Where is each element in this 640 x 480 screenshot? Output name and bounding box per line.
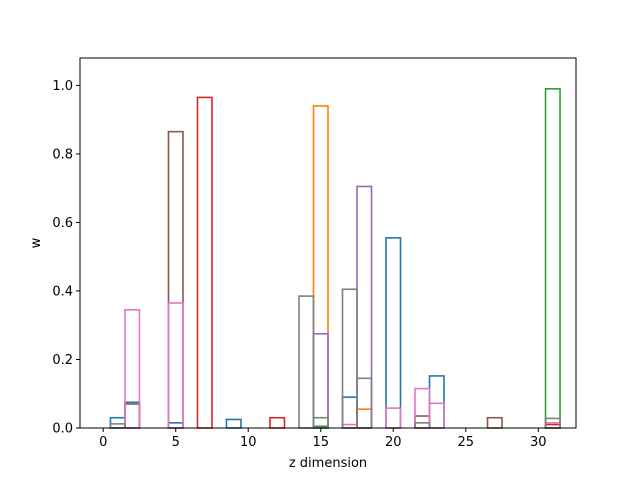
x-tick-label: 15: [312, 435, 329, 450]
y-tick-label: 0.4: [52, 284, 73, 299]
x-tick-label: 25: [458, 435, 475, 450]
x-tick-label: 20: [385, 435, 402, 450]
plot-frame: [79, 57, 577, 429]
x-tick-label: 0: [99, 435, 107, 450]
x-tick-label: 10: [240, 435, 257, 450]
y-axis-label: w: [29, 237, 44, 248]
x-tick-label: 30: [530, 435, 547, 450]
y-tick-label: 0.0: [52, 422, 73, 437]
bars-layer: [109, 88, 561, 429]
x-axis-ticks: 0 5 10 15 20 25 30: [99, 428, 547, 450]
x-axis-label: z dimension: [289, 456, 367, 471]
y-tick-label: 0.2: [52, 353, 73, 368]
x-tick-label: 5: [172, 435, 180, 450]
y-tick-label: 0.6: [52, 216, 73, 231]
y-tick-label: 0.8: [52, 147, 73, 162]
y-tick-label: 1.0: [52, 79, 73, 94]
y-axis-ticks: 0.0 0.2 0.4 0.6 0.8 1.0: [52, 79, 80, 437]
